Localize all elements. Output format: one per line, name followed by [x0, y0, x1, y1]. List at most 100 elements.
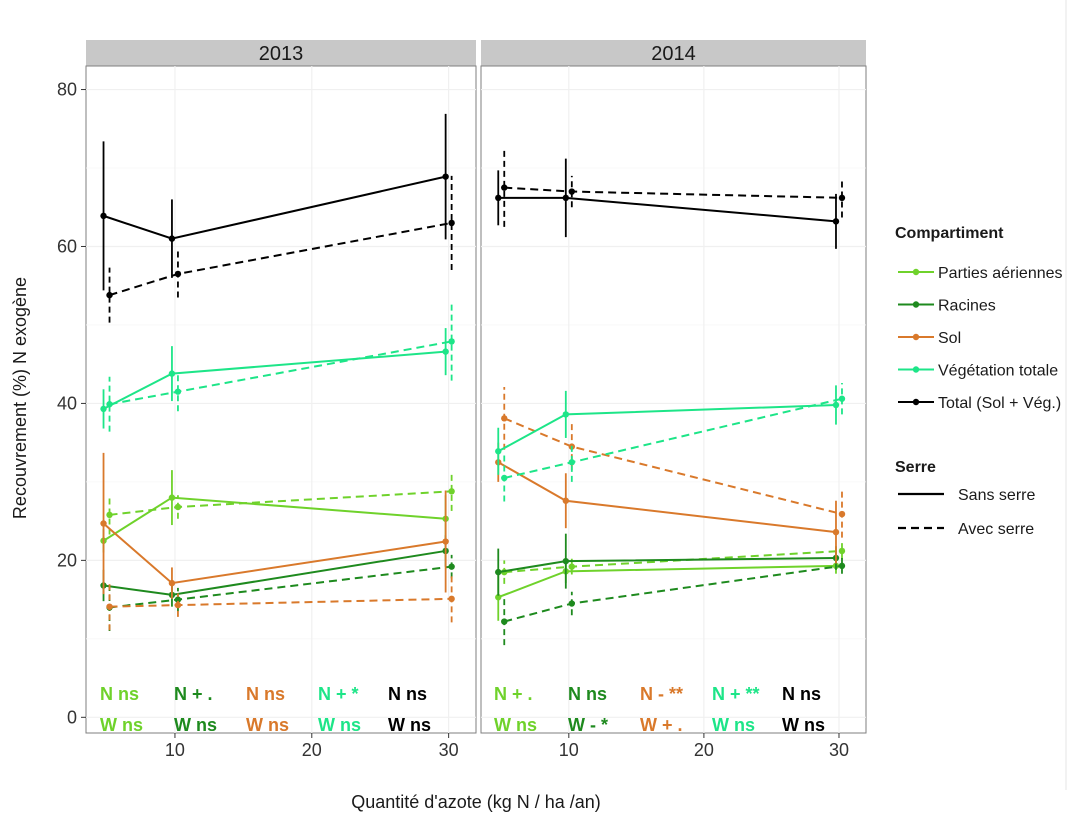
y-tick-label: 40 [57, 393, 77, 413]
data-point [501, 184, 508, 191]
significance-label: W ns [100, 715, 143, 735]
legend: Compartiment Parties aériennes Racines Sol… [895, 225, 1063, 538]
data-point [501, 618, 508, 625]
data-point [448, 338, 455, 345]
series-v-g-tation-totale-avec [106, 302, 455, 432]
legend-key-point [912, 301, 920, 308]
significance-label: W ns [318, 715, 361, 735]
y-tick-label: 0 [67, 707, 77, 727]
series-parties-a-riennes-avec [106, 471, 455, 535]
significance-label: N ns [246, 684, 285, 704]
significance-label: W ns [388, 715, 431, 735]
facet-label-2013: 2013 [259, 43, 304, 65]
data-point [568, 459, 576, 466]
x-tick-label: 10 [165, 740, 185, 760]
series-racines-avec [501, 558, 846, 646]
y-tick-label: 80 [57, 80, 77, 100]
data-point [168, 235, 176, 242]
x-tick-label: 30 [439, 740, 459, 760]
series-total-sol-v-g--sans [495, 158, 840, 249]
significance-label: W + . [640, 715, 683, 735]
panel-background [480, 65, 867, 734]
x-tick-label: 30 [829, 740, 849, 760]
data-point [495, 194, 502, 202]
series-v-g-tation-totale-sans [495, 385, 840, 475]
significance-label: W ns [174, 715, 217, 735]
data-point [448, 563, 455, 570]
data-point [174, 388, 182, 395]
data-point [106, 291, 113, 299]
legend-label: Total (Sol + Vég.) [938, 395, 1061, 412]
significance-label: N - ** [640, 684, 683, 704]
panel-background [85, 65, 477, 734]
significance-label: N ns [568, 684, 607, 704]
x-tick-label: 10 [559, 740, 579, 760]
significance-label: W ns [494, 715, 537, 735]
data-point [168, 370, 176, 377]
legend-label: Végétation totale [938, 363, 1058, 380]
data-point [495, 448, 502, 455]
legend-title-serre: Serre [895, 459, 936, 476]
data-point [106, 401, 113, 408]
data-point [832, 528, 840, 536]
data-point [838, 510, 846, 518]
x-axis-title: Quantité d'azote (kg N / ha /an) [351, 792, 601, 812]
series-sol-avec [106, 575, 455, 631]
x-tick-label: 20 [694, 740, 714, 760]
panel-2013: N ns W ns N + . W ns N ns W ns N + * W ns N ns W … [85, 65, 477, 735]
y-tick-label: 60 [57, 236, 77, 256]
data-point [562, 194, 570, 202]
significance-label: W ns [782, 715, 825, 735]
data-point [100, 405, 107, 413]
data-point [568, 563, 576, 570]
data-point [168, 579, 176, 587]
series-total-sol-v-g--sans [100, 113, 449, 291]
data-point [562, 411, 570, 418]
data-point [568, 188, 576, 195]
facet-strip-2014: 2014 [481, 40, 866, 66]
y-tick-label: 20 [57, 550, 77, 570]
y-axis-title: Recouvrement (%) N exogène [10, 277, 30, 519]
data-point [448, 219, 455, 227]
data-point [448, 595, 455, 603]
data-point [501, 415, 508, 422]
legend-label-sans-serre: Sans serre [958, 487, 1035, 504]
data-point [106, 511, 113, 519]
significance-label: N ns [388, 684, 427, 704]
facet-strip-2013: 2013 [86, 40, 476, 66]
data-point [106, 603, 113, 610]
significance-label: N + * [318, 684, 359, 704]
data-point [562, 557, 570, 565]
data-point [100, 520, 107, 527]
legend-label: Sol [938, 330, 961, 347]
data-point [442, 173, 449, 180]
significance-label: W ns [246, 715, 289, 735]
x-tick-label: 20 [302, 740, 322, 760]
data-point [448, 488, 455, 495]
legend-key-point [912, 398, 920, 406]
data-point [832, 218, 840, 225]
data-point [838, 547, 846, 555]
data-point [442, 348, 449, 355]
significance-label: N + . [174, 684, 213, 704]
data-point [562, 497, 570, 504]
series-total-sol-v-g--avec [106, 175, 455, 323]
significance-label: W ns [712, 715, 755, 735]
legend-title-compartiment: Compartiment [895, 225, 1004, 242]
legend-key-point [912, 333, 920, 341]
data-point [495, 568, 502, 576]
data-point [168, 494, 176, 501]
data-point [568, 600, 576, 607]
data-point [832, 401, 840, 409]
significance-label: N + ** [712, 684, 760, 704]
significance-label: W - * [568, 715, 608, 735]
data-point [100, 212, 107, 220]
legend-key-point [912, 366, 920, 373]
x-axis: 10 20 30 10 20 30 [165, 733, 849, 760]
data-point [838, 562, 846, 570]
data-point [174, 601, 182, 609]
series-total-sol-v-g--avec [501, 148, 846, 227]
significance-label: N ns [782, 684, 821, 704]
series-sol-sans [100, 452, 449, 599]
